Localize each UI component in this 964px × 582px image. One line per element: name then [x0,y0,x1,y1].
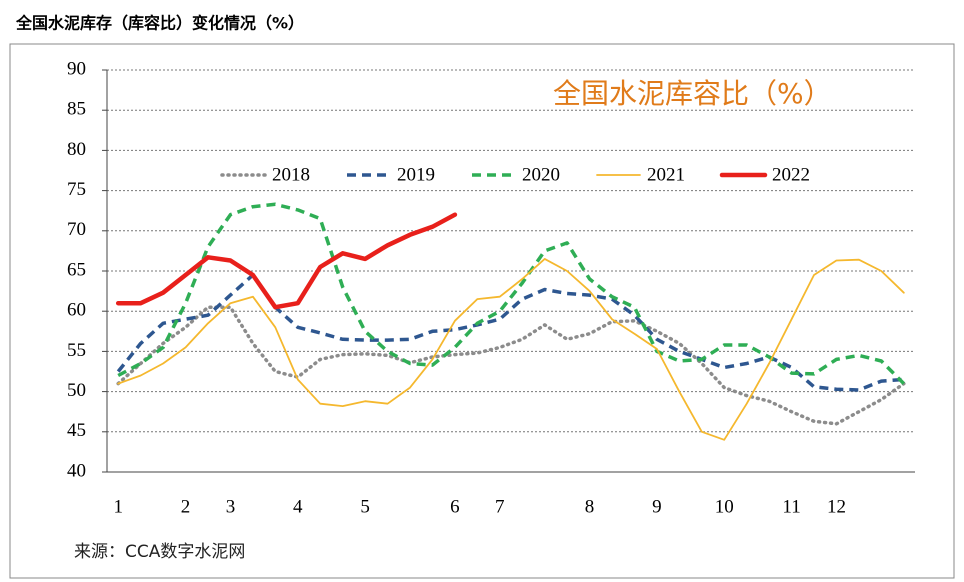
y-tick-label: 65 [67,259,86,280]
y-tick-label: 75 [67,179,86,200]
legend-label: 2021 [647,164,685,185]
source: 来源：CCA数字水泥网 [74,542,245,562]
series-line [115,212,458,310]
y-tick-label: 45 [67,420,86,441]
x-tick-label: 6 [450,496,460,517]
x-tick-label: 5 [360,496,370,517]
series-line [117,202,906,385]
y-tick-label: 60 [67,300,86,321]
x-tick-label: 4 [293,496,303,517]
series-line [117,258,905,441]
chart-title: 全国水泥库存（库容比）变化情况（%） [15,14,304,33]
x-tick-label: 8 [585,496,595,517]
y-tick-label: 70 [67,219,86,240]
x-tick-label: 7 [495,496,505,517]
legend-label: 2020 [522,164,560,185]
x-tick-label: 1 [113,496,123,517]
y-tick-label: 85 [67,99,86,120]
legend-label: 2019 [397,164,435,185]
series-line [116,273,904,392]
x-tick-label: 2 [181,496,191,517]
y-tick-label: 55 [67,340,86,361]
x-tick-label: 9 [652,496,662,517]
x-tick-label: 12 [827,496,846,517]
x-tick-label: 10 [715,496,734,517]
chart-frame [9,43,955,579]
x-tick-label: 11 [782,496,800,517]
series-line [116,305,906,426]
annotation: 全国水泥库容比（%） [553,77,832,110]
y-tick-label: 40 [67,460,86,481]
y-tick-label: 80 [67,139,86,160]
legend-label: 2018 [272,164,310,185]
legend-label: 2022 [772,164,810,185]
x-tick-label: 3 [226,496,236,517]
y-tick-label: 90 [67,58,86,79]
y-tick-label: 50 [67,380,86,401]
